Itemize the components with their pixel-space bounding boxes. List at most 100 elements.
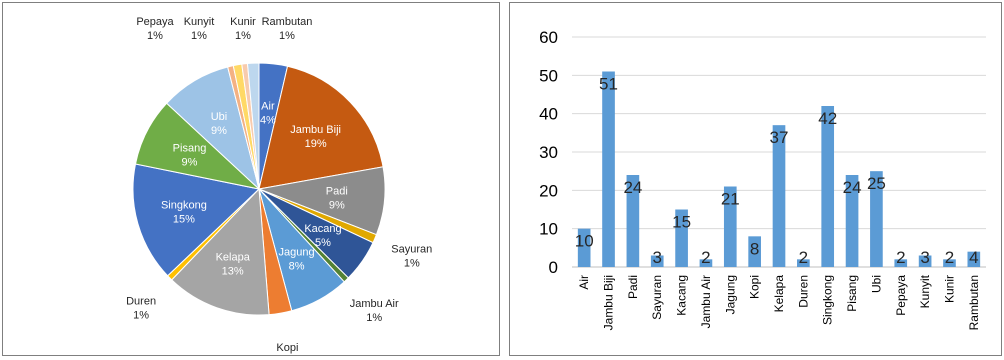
pie-slice-kelapa	[170, 187, 270, 316]
y-tick-label: 40	[539, 105, 558, 124]
x-tick-label-pisang: Pisang	[845, 275, 859, 312]
pie-label-padi: Padi 9%	[326, 186, 348, 212]
data-label-duren: 2	[799, 248, 808, 267]
x-tick-label-rambutan: Rambutan	[967, 275, 981, 330]
bar-kelapa	[772, 125, 786, 267]
data-label-kelapa: 37	[770, 128, 789, 147]
svg-text:4%: 4%	[260, 114, 276, 126]
y-tick-label: 20	[539, 181, 558, 200]
svg-text:Air: Air	[261, 100, 275, 112]
svg-text:8%: 8%	[289, 261, 305, 273]
svg-text:9%: 9%	[329, 200, 345, 212]
svg-text:Kopi: Kopi	[276, 342, 298, 354]
x-tick-label-kelapa: Kelapa	[772, 275, 786, 313]
svg-text:1%: 1%	[404, 258, 420, 270]
bar-kopi	[748, 236, 761, 267]
y-tick-label: 0	[549, 258, 558, 277]
pie-label-jagung: Jagung 8%	[279, 247, 315, 273]
x-tick-label-kopi: Kopi	[748, 275, 762, 299]
pie-label-pisang: Pisang 9%	[173, 142, 207, 168]
x-tick-label-jambu-air: Jambu Air	[699, 275, 713, 328]
svg-text:1%: 1%	[366, 312, 382, 324]
pie-label-kunir: Kunir 1%	[230, 16, 256, 42]
pie-label-ubi: Ubi 9%	[211, 111, 228, 137]
svg-text:Pepaya: Pepaya	[136, 16, 174, 28]
data-label-pisang: 24	[843, 178, 862, 197]
pie-label-pepaya: Pepaya 1%	[136, 16, 174, 42]
data-label-padi: 24	[623, 178, 642, 197]
data-label-kunir: 2	[945, 248, 954, 267]
svg-text:Pisang: Pisang	[173, 142, 207, 154]
bar-kunir	[943, 259, 956, 267]
y-tick-label: 30	[539, 143, 558, 162]
bar-ubi	[870, 171, 883, 267]
bar-singkong	[821, 106, 835, 267]
pie-slice-jambu-biji	[258, 65, 384, 190]
bar-kunyit	[918, 255, 932, 267]
x-tick-label-air: Air	[577, 275, 591, 290]
bar-pisang	[845, 175, 859, 267]
bar-padi	[626, 175, 640, 267]
svg-text:Kacang: Kacang	[304, 223, 341, 235]
x-tick-label-ubi: Ubi	[869, 275, 883, 293]
svg-text:Ubi: Ubi	[211, 111, 228, 123]
data-label-pepaya: 2	[896, 248, 905, 267]
pie-label-kunyit: Kunyit 1%	[184, 16, 215, 42]
pie-label-air: Air 4%	[260, 100, 276, 126]
svg-text:15%: 15%	[173, 214, 195, 226]
bar-chart-panel: 0 10 20 30 40 50 60 10 Air 51 Jambu Biji 24 Padi 3 Say…	[509, 2, 1002, 356]
svg-text:5%: 5%	[315, 237, 331, 249]
bar-jambu-biji	[602, 71, 615, 267]
x-tick-label-padi: Padi	[626, 275, 640, 299]
y-tick-label: 50	[539, 66, 558, 85]
bar-kacang	[675, 209, 688, 267]
bar-jagung	[723, 186, 737, 267]
svg-text:1%: 1%	[235, 30, 251, 42]
bar-sayuran	[650, 255, 664, 267]
svg-text:Jagung: Jagung	[279, 247, 315, 259]
svg-text:Jambu Air: Jambu Air	[350, 298, 399, 310]
svg-text:Duren: Duren	[126, 295, 156, 307]
x-tick-label-kacang: Kacang	[675, 275, 689, 316]
svg-text:Sayuran: Sayuran	[391, 244, 432, 256]
svg-text:1%: 1%	[147, 30, 163, 42]
x-tick-label-pepaya: Pepaya	[894, 275, 908, 316]
svg-text:Kunyit: Kunyit	[184, 16, 215, 28]
bar-air	[577, 228, 591, 267]
data-label-jagung: 21	[721, 190, 740, 209]
svg-text:Jambu Biji: Jambu Biji	[290, 124, 341, 136]
data-label-ubi: 25	[867, 174, 886, 193]
data-label-kacang: 15	[672, 213, 691, 232]
data-label-jambu-air: 2	[701, 248, 710, 267]
x-tick-label-sayuran: Sayuran	[650, 275, 664, 320]
bar-duren	[797, 259, 810, 267]
y-tick-label: 60	[539, 28, 558, 47]
data-label-kunyit: 3	[920, 248, 929, 267]
x-tick-label-singkong: Singkong	[821, 275, 835, 325]
svg-text:1%: 1%	[279, 30, 295, 42]
svg-text:1%: 1%	[191, 30, 207, 42]
data-label-singkong: 42	[818, 109, 837, 128]
bar-pepaya	[894, 259, 908, 267]
data-label-kopi: 8	[750, 239, 759, 258]
bar-jambu-air	[699, 259, 713, 267]
pie-label-jambu-biji: Jambu Biji 19%	[290, 124, 341, 150]
x-tick-label-jagung: Jagung	[723, 275, 737, 314]
pie-chart: Air 4% Jambu Biji 19% Padi 9% Sayuran 1% Kacang 5…	[126, 16, 432, 360]
pie-label-kacang: Kacang 5%	[304, 223, 341, 249]
pie-label-kelapa: Kelapa 13%	[216, 252, 251, 278]
svg-text:Kelapa: Kelapa	[216, 252, 251, 264]
x-tick-label-kunyit: Kunyit	[918, 274, 932, 308]
svg-text:9%: 9%	[211, 125, 227, 137]
svg-text:1%: 1%	[133, 309, 149, 321]
pie-label-rambutan: Rambutan 1%	[262, 16, 313, 42]
pie-slice-singkong	[132, 163, 261, 277]
data-label-jambu-biji: 51	[599, 75, 618, 94]
pie-slice-rambutan	[246, 62, 260, 190]
svg-text:Padi: Padi	[326, 186, 348, 198]
data-label-sayuran: 3	[652, 248, 661, 267]
svg-text:13%: 13%	[222, 266, 244, 278]
pie-label-sayuran: Sayuran 1%	[391, 244, 432, 270]
